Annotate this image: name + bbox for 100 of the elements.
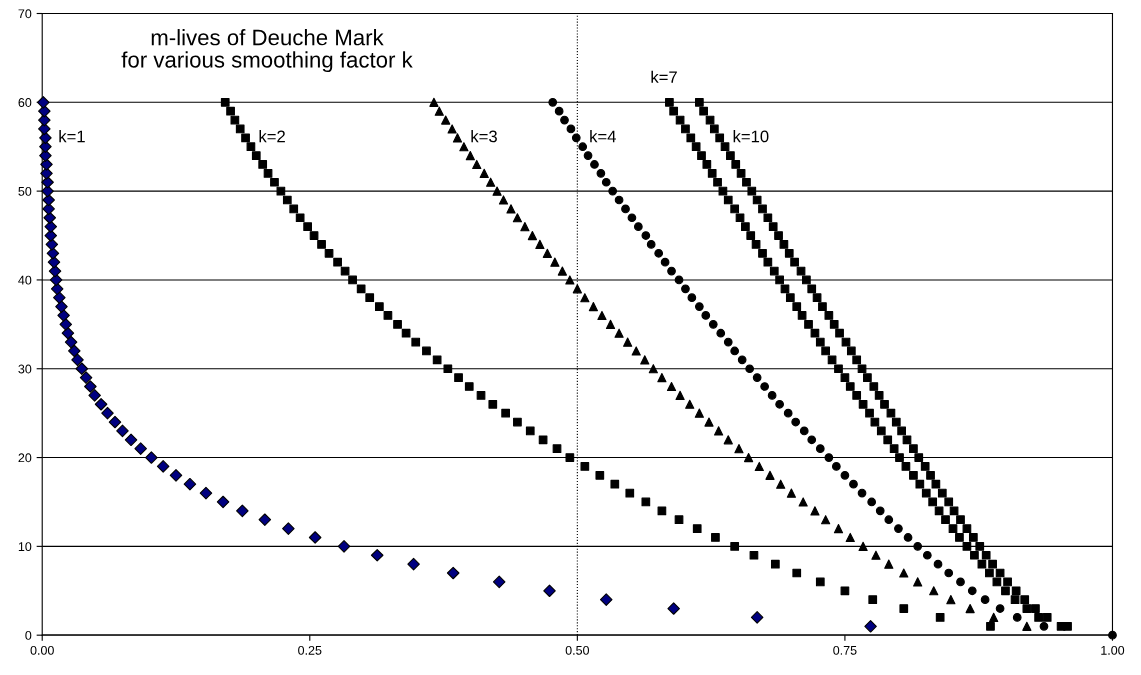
point (967, 586, 977, 596)
point (356, 284, 366, 294)
series-label: k=1 (59, 130, 85, 143)
point (348, 275, 357, 285)
point (621, 204, 630, 214)
point (845, 382, 855, 391)
point (101, 406, 114, 420)
y-tick-label: 20 (18, 453, 32, 463)
point (831, 462, 841, 471)
point (752, 373, 762, 382)
point (657, 506, 667, 516)
y-tick-label: 0 (25, 630, 32, 640)
point (792, 302, 802, 311)
point (527, 230, 538, 241)
point (667, 602, 680, 615)
point (543, 584, 556, 598)
point (601, 177, 611, 187)
point (821, 515, 831, 525)
point (560, 115, 569, 125)
point (745, 364, 755, 374)
point (88, 389, 101, 402)
point (933, 559, 943, 569)
point (913, 577, 923, 587)
point (886, 408, 896, 418)
point (614, 328, 624, 338)
point (715, 133, 725, 143)
point (565, 453, 575, 462)
point (720, 142, 730, 152)
point (815, 577, 825, 587)
point (784, 248, 794, 258)
point (929, 586, 939, 596)
point (815, 444, 825, 454)
point (45, 238, 59, 251)
x-tick-label: 0.75 (833, 645, 857, 655)
point (694, 97, 704, 107)
point (434, 106, 444, 116)
point (752, 195, 762, 205)
point (730, 542, 740, 551)
point (246, 142, 256, 152)
point (734, 444, 744, 454)
point (479, 168, 489, 178)
point (64, 335, 78, 349)
point (554, 106, 564, 116)
point (691, 142, 701, 152)
point (791, 417, 801, 427)
point (780, 284, 790, 294)
point (429, 97, 439, 107)
point (566, 124, 576, 134)
point (867, 497, 877, 507)
point (441, 115, 451, 125)
point (492, 186, 502, 196)
point (857, 488, 867, 498)
point (962, 524, 972, 533)
point (802, 275, 811, 285)
point (763, 213, 773, 223)
series-label: k=4 (590, 130, 616, 143)
point (580, 293, 590, 303)
series-label: k=7 (651, 70, 677, 83)
point (845, 532, 855, 543)
point (37, 96, 50, 109)
point (708, 319, 718, 329)
point (199, 486, 213, 500)
point (145, 451, 158, 464)
point (797, 311, 807, 320)
point (1039, 621, 1049, 631)
point (583, 151, 593, 160)
point (446, 566, 460, 580)
x-tick-label: 0.25 (298, 645, 322, 655)
point (667, 266, 676, 276)
point (1001, 586, 1010, 596)
point (980, 595, 990, 605)
point (894, 524, 903, 533)
point (657, 373, 667, 383)
point (864, 620, 877, 633)
point (920, 462, 930, 471)
point (962, 542, 972, 551)
point (1031, 604, 1040, 613)
series-label: k=10 (733, 130, 769, 143)
point (883, 435, 893, 445)
point (934, 506, 944, 516)
point (707, 169, 717, 178)
point (464, 382, 474, 391)
point (55, 300, 68, 313)
point (41, 175, 54, 189)
point (901, 462, 911, 471)
point (282, 195, 292, 205)
point (53, 291, 66, 304)
point (84, 380, 97, 393)
x-tick-label: 0.00 (30, 645, 54, 655)
point (258, 513, 272, 527)
point (687, 293, 697, 303)
y-tick-label: 40 (18, 275, 32, 285)
point (747, 186, 757, 196)
point (1063, 621, 1072, 631)
point (768, 222, 778, 232)
point (108, 415, 122, 429)
point (884, 515, 894, 525)
point (895, 453, 904, 462)
point (736, 169, 746, 178)
point (763, 257, 773, 267)
